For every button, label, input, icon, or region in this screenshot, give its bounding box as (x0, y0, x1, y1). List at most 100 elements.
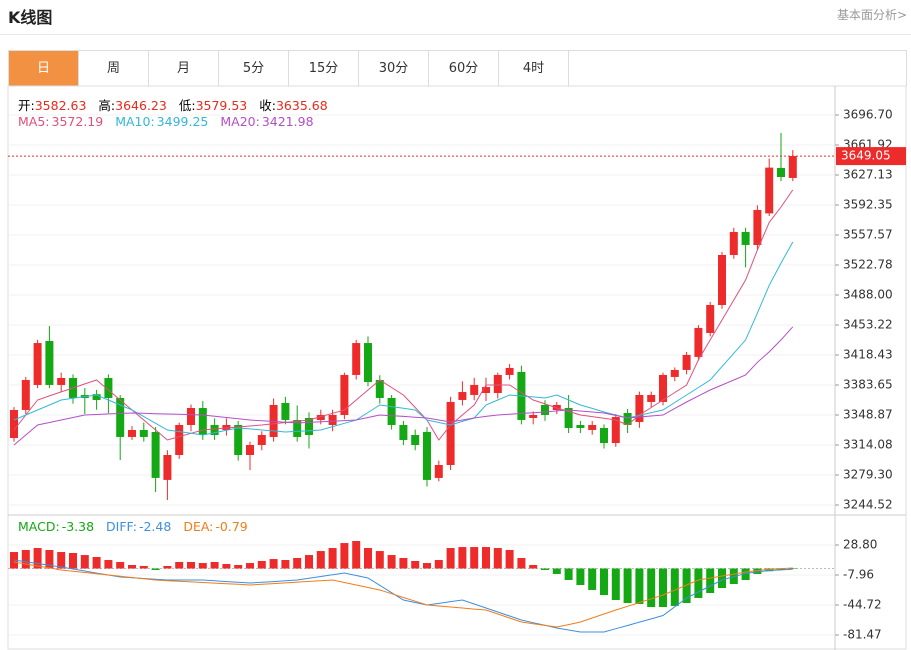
candle-body (33, 343, 42, 385)
macd-bar (234, 564, 243, 569)
candle-body (788, 156, 797, 178)
macd-bar (552, 568, 561, 574)
legend-entry: MA20: 3421.98 (220, 114, 313, 129)
candle-body (222, 424, 231, 430)
macd-bar (777, 568, 785, 570)
macd-bar (69, 553, 77, 569)
period-tab[interactable]: 月 (149, 51, 219, 86)
period-tab[interactable]: 15分 (289, 51, 359, 86)
macd-bar (470, 547, 479, 569)
period-tab[interactable]: 60分 (429, 51, 499, 86)
legend-value: 3499.25 (156, 114, 209, 129)
legend-label: MA10: (115, 114, 155, 129)
summary-label: 收: (259, 98, 276, 113)
candle-body (694, 327, 703, 357)
y-tick-label: 3592.35 (843, 197, 893, 211)
macd-bar (694, 568, 703, 598)
analysis-link[interactable]: 基本面分析> (836, 8, 907, 22)
chart-frame (7, 85, 907, 650)
candle-body (128, 429, 136, 437)
candle-body (328, 414, 337, 425)
candle-body (505, 367, 514, 375)
macd-bar (257, 560, 266, 569)
macd-bar (116, 561, 125, 569)
candle-body (529, 414, 538, 418)
y-tick-label: 3348.87 (843, 408, 893, 422)
macd-bar (340, 543, 349, 569)
macd-bar (21, 549, 30, 569)
macd-bar (399, 557, 408, 569)
candle-body (718, 254, 726, 306)
macd-bar (33, 548, 42, 569)
macd-bar (210, 561, 219, 569)
legend-value: 3572.19 (51, 114, 104, 129)
macd-bar (753, 568, 762, 574)
period-tab[interactable]: 4时 (499, 51, 569, 86)
macd-bar (718, 568, 726, 589)
macd-bar (293, 557, 302, 569)
candle-body (588, 424, 597, 430)
macd-bar (623, 568, 632, 604)
macd-legend: MACD: -3.38 DIFF: -2.48 DEA: -0.79 (18, 519, 248, 534)
period-tab[interactable]: 30分 (359, 51, 429, 86)
candle-body (139, 429, 148, 437)
y-tick-label: 3453.22 (843, 317, 893, 331)
candle-body (411, 434, 420, 445)
macd-line (13, 561, 793, 628)
candle-body (682, 354, 691, 370)
candle-body (316, 414, 325, 420)
candle-body (434, 465, 443, 478)
legend-entry: MACD: -3.38 (18, 519, 94, 534)
candle-body (246, 444, 254, 455)
candle-body (175, 424, 184, 455)
macd-bar (647, 568, 656, 608)
candle-body (116, 397, 125, 437)
candle-body (187, 407, 195, 425)
candle-body (257, 434, 266, 445)
macd-bar (588, 568, 597, 590)
candle-body (458, 392, 467, 400)
top-bar: K线图 基本面分析> (0, 0, 911, 35)
macd-bar (493, 548, 502, 569)
macd-bar (104, 560, 113, 569)
summary-label: 低: (178, 98, 196, 113)
candle-body (305, 417, 313, 435)
page-title: K线图 (8, 8, 53, 27)
macd-bar (741, 568, 750, 581)
legend-entry: MA5: 3572.19 (18, 114, 103, 129)
candle-body (753, 209, 762, 245)
macd-bar (305, 555, 313, 569)
candle-body (163, 454, 172, 480)
legend-label: MA20: (220, 114, 260, 129)
period-tab[interactable]: 日 (9, 51, 79, 86)
period-tab[interactable]: 5分 (219, 51, 289, 86)
y-tick-label: 3418.43 (843, 348, 893, 362)
macd-bar (128, 564, 136, 569)
y-tick-label: 3696.70 (843, 107, 893, 121)
candle-body (659, 374, 667, 402)
macd-bar (269, 559, 278, 569)
macd-bar (564, 568, 573, 581)
candle-body (10, 409, 18, 439)
candle-body (57, 377, 66, 385)
macd-bar (670, 568, 679, 606)
macd-bar (352, 541, 361, 569)
y-tick-label: 3557.57 (843, 227, 893, 241)
candle-body (765, 167, 774, 214)
candle-body (104, 377, 113, 398)
candle-body (151, 431, 160, 478)
macd-bar (187, 561, 195, 569)
macd-bar (246, 563, 254, 569)
y-tick-label: -81.47 (843, 627, 882, 641)
macd-bar (80, 555, 89, 569)
candle-body (340, 374, 349, 415)
macd-bar (611, 568, 620, 601)
macd-bar (222, 564, 231, 569)
legend-label: MACD: (18, 519, 60, 534)
ohlc-legend: 开:3582.63 高:3646.23 低:3579.53 收:3635.68 (18, 95, 328, 114)
candle-body (45, 340, 54, 385)
period-tab[interactable]: 周 (79, 51, 149, 86)
legend-entry: DEA: -0.79 (183, 519, 247, 534)
candle-body (375, 379, 384, 398)
